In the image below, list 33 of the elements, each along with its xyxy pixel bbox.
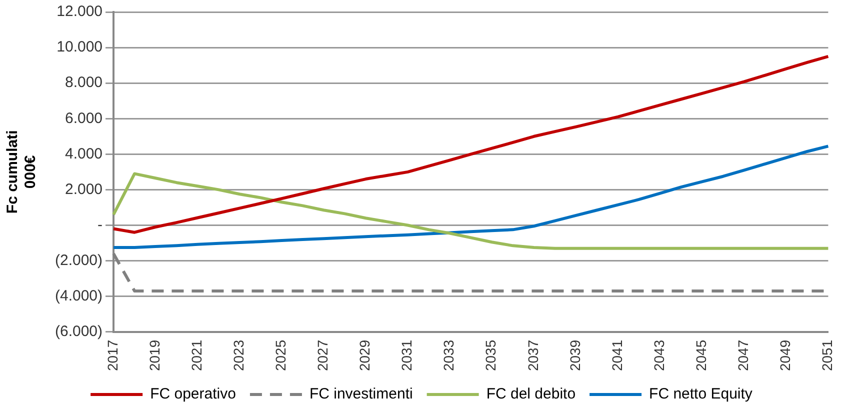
legend-label: FC netto Equity [649, 386, 753, 403]
y-tick-label: 6.000 [64, 110, 103, 127]
y-tick-label: - [98, 216, 103, 234]
y-axis-title: Fc cumulati 000€ [4, 130, 40, 214]
x-tick-label: 2043 [650, 340, 667, 372]
x-tick-label: 2017 [104, 340, 120, 372]
y-tick-label: 4.000 [64, 145, 103, 162]
x-tick-label: 2021 [188, 340, 204, 372]
y-tick-label: 10.000 [56, 38, 103, 56]
x-tick-label: 2049 [777, 340, 794, 372]
y-tick-label: 2.000 [64, 180, 103, 198]
x-tick-label: 2039 [566, 340, 583, 372]
y-tick-label: (2.000) [54, 252, 103, 269]
x-tick-label: 2047 [734, 340, 751, 372]
legend-label: FC operativo [150, 386, 236, 403]
y-tick-label: (4.000) [54, 287, 103, 304]
x-tick-label: 2035 [482, 340, 499, 372]
x-tick-label: 2041 [608, 340, 625, 372]
y-tick-label: 12.000 [56, 3, 103, 20]
y-tick-label: 8.000 [64, 74, 103, 92]
x-tick-label: 2023 [230, 340, 247, 372]
x-tick-label: 2027 [314, 340, 331, 372]
x-tick-label: 2045 [692, 340, 709, 372]
legend-label: FC investimenti [309, 386, 413, 403]
x-tick-label: 2033 [440, 340, 457, 372]
x-tick-label: 2051 [819, 340, 836, 372]
x-tick-label: 2037 [524, 340, 541, 372]
y-tick-label: (6.000) [54, 322, 103, 340]
x-tick-label: 2019 [146, 340, 162, 372]
x-tick-label: 2025 [272, 340, 289, 372]
legend-label: FC del debito [486, 386, 576, 403]
x-tick-label: 2031 [398, 340, 415, 372]
x-tick-label: 2029 [356, 340, 373, 372]
